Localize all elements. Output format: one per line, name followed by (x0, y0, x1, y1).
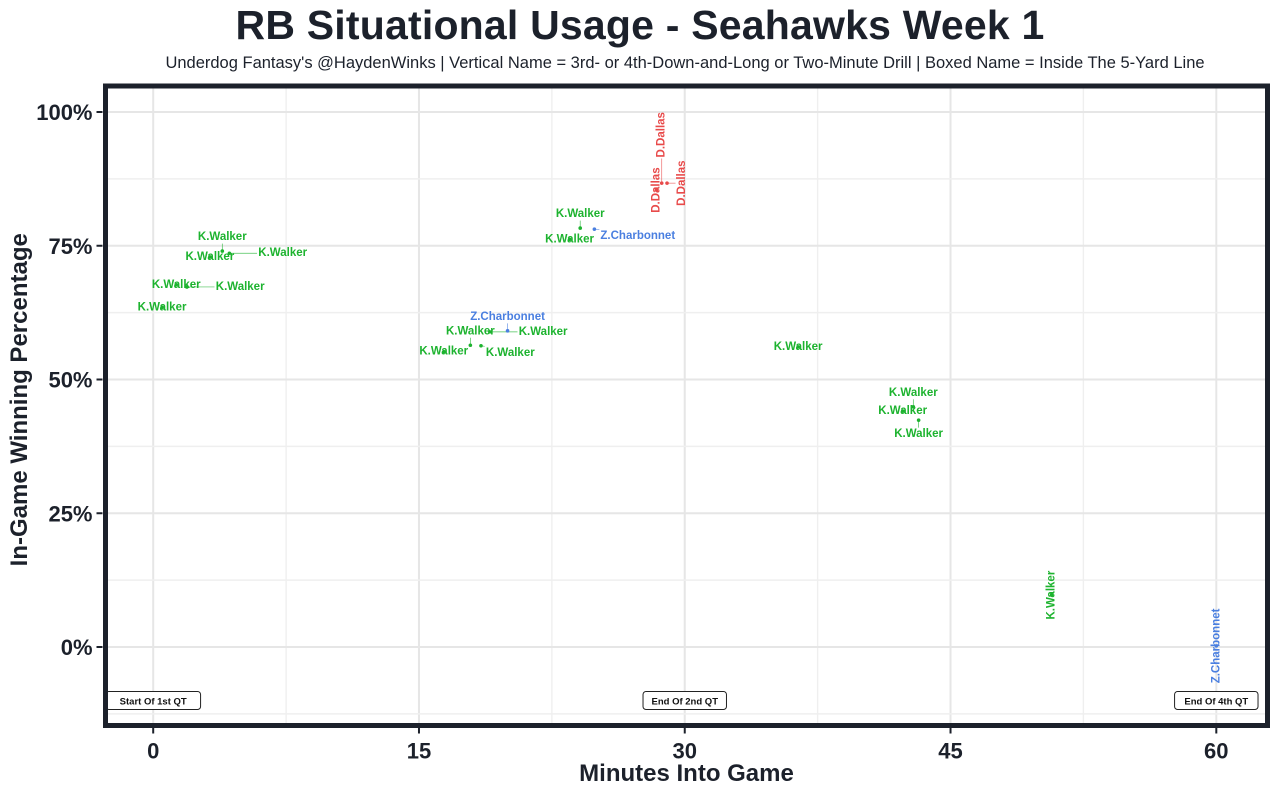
point-marker-d-dallas (659, 181, 664, 185)
point-label-k-walker: K.Walker (419, 346, 468, 358)
point-marker-k-walker (488, 330, 492, 334)
quarter-annotation: End Of 2nd QT (642, 691, 727, 710)
point-label-k-walker: K.Walker (216, 281, 265, 293)
gridlines (105, 86, 1268, 726)
quarter-annotation-text: End Of 2nd QT (652, 697, 719, 708)
point-marker-z-charbonnet (505, 329, 510, 333)
point-marker-k-walker (160, 305, 164, 310)
point-label-k-walker: K.Walker (889, 387, 938, 399)
point-marker-k-walker (441, 349, 446, 354)
point-label-k-walker: K.Walker (186, 251, 235, 263)
point-markers (160, 181, 1219, 648)
x-tick-label: 45 (938, 739, 962, 764)
y-tick-label: 25% (48, 501, 92, 526)
panel-border (103, 83, 1270, 728)
point-label-k-walker: K.Walker (198, 231, 247, 243)
y-tick-label: 50% (48, 368, 92, 393)
point-marker-k-walker (1049, 593, 1054, 597)
point-marker-k-walker (220, 249, 225, 253)
point-label-d-dallas: D.Dallas (656, 112, 668, 157)
quarter-annotations: Start Of 1st QT End Of 2nd QT End Of 4th Q… (105, 691, 1259, 710)
quarter-annotation: Start Of 1st QT (105, 691, 202, 710)
point-label-k-walker: K.Walker (152, 279, 201, 291)
x-tick-label: 60 (1204, 739, 1228, 764)
chart-subtitle: Underdog Fantasy's @HaydenWinks | Vertic… (165, 54, 1205, 72)
quarter-annotation-box (1174, 691, 1259, 710)
point-label-k-walker: K.Walker (446, 325, 495, 337)
point-label-z-charbonnet: Z.Charbonnet (470, 311, 545, 323)
point-marker-k-walker (796, 345, 800, 349)
quarter-annotation-text: Start Of 1st QT (120, 697, 187, 708)
chart-title: RB Situational Usage - Seahawks Week 1 (235, 2, 1045, 48)
point-marker-k-walker (227, 251, 232, 256)
point-marker-d-dallas (654, 188, 659, 192)
y-tick-label: 75% (48, 234, 92, 259)
point-label-d-dallas: D.Dallas (676, 160, 688, 205)
point-label-z-charbonnet: Z.Charbonnet (1210, 608, 1222, 683)
point-labels: K.Walker K.Walker K.Walker K.Walker K.Walker… (138, 112, 1223, 683)
y-axis-ticks: 0% 25% 50% 75% 100% (36, 100, 103, 660)
point-marker-k-walker (900, 409, 905, 413)
y-tick-label: 0% (61, 635, 93, 660)
x-tick-label: 30 (673, 739, 697, 764)
point-label-k-walker: K.Walker (519, 326, 568, 338)
quarter-annotation-text: End Of 4th QT (1184, 697, 1248, 708)
quarter-annotation: End Of 4th QT (1174, 691, 1259, 710)
point-marker-k-walker (916, 418, 921, 422)
point-marker-k-walker (185, 285, 189, 289)
point-label-k-walker: K.Walker (1046, 570, 1058, 619)
point-label-k-walker: K.Walker (486, 347, 535, 359)
label-leader-lines (186, 158, 919, 428)
x-axis-title: Minutes Into Game (579, 760, 794, 787)
point-marker-k-walker (911, 404, 916, 409)
y-tick-label: 100% (36, 100, 92, 125)
point-label-k-walker: K.Walker (894, 428, 943, 440)
point-label-k-walker: K.Walker (774, 341, 823, 353)
point-marker-k-walker (468, 343, 473, 348)
point-marker-k-walker (208, 255, 212, 259)
y-axis-title: In-Game Winning Percentage (6, 233, 33, 566)
point-marker-k-walker (578, 226, 583, 230)
point-label-z-charbonnet: Z.Charbonnet (600, 230, 675, 242)
point-label-k-walker: K.Walker (556, 208, 605, 220)
x-axis-ticks: 0 15 30 45 60 (147, 727, 1229, 764)
point-marker-k-walker (567, 237, 572, 242)
quarter-annotation-box (642, 691, 727, 710)
point-marker-z-charbonnet (1214, 644, 1219, 648)
point-label-k-walker: K.Walker (878, 405, 927, 417)
point-label-k-walker: K.Walker (545, 233, 594, 245)
point-marker-k-walker (174, 283, 179, 287)
point-marker-z-charbonnet (592, 227, 597, 231)
x-tick-label: 15 (407, 739, 431, 764)
point-label-k-walker: K.Walker (138, 301, 187, 313)
point-marker-d-dallas (665, 181, 669, 185)
x-tick-label: 0 (147, 739, 159, 764)
point-label-k-walker: K.Walker (258, 247, 307, 259)
point-marker-k-walker (479, 343, 483, 348)
point-label-d-dallas: D.Dallas (650, 167, 662, 212)
